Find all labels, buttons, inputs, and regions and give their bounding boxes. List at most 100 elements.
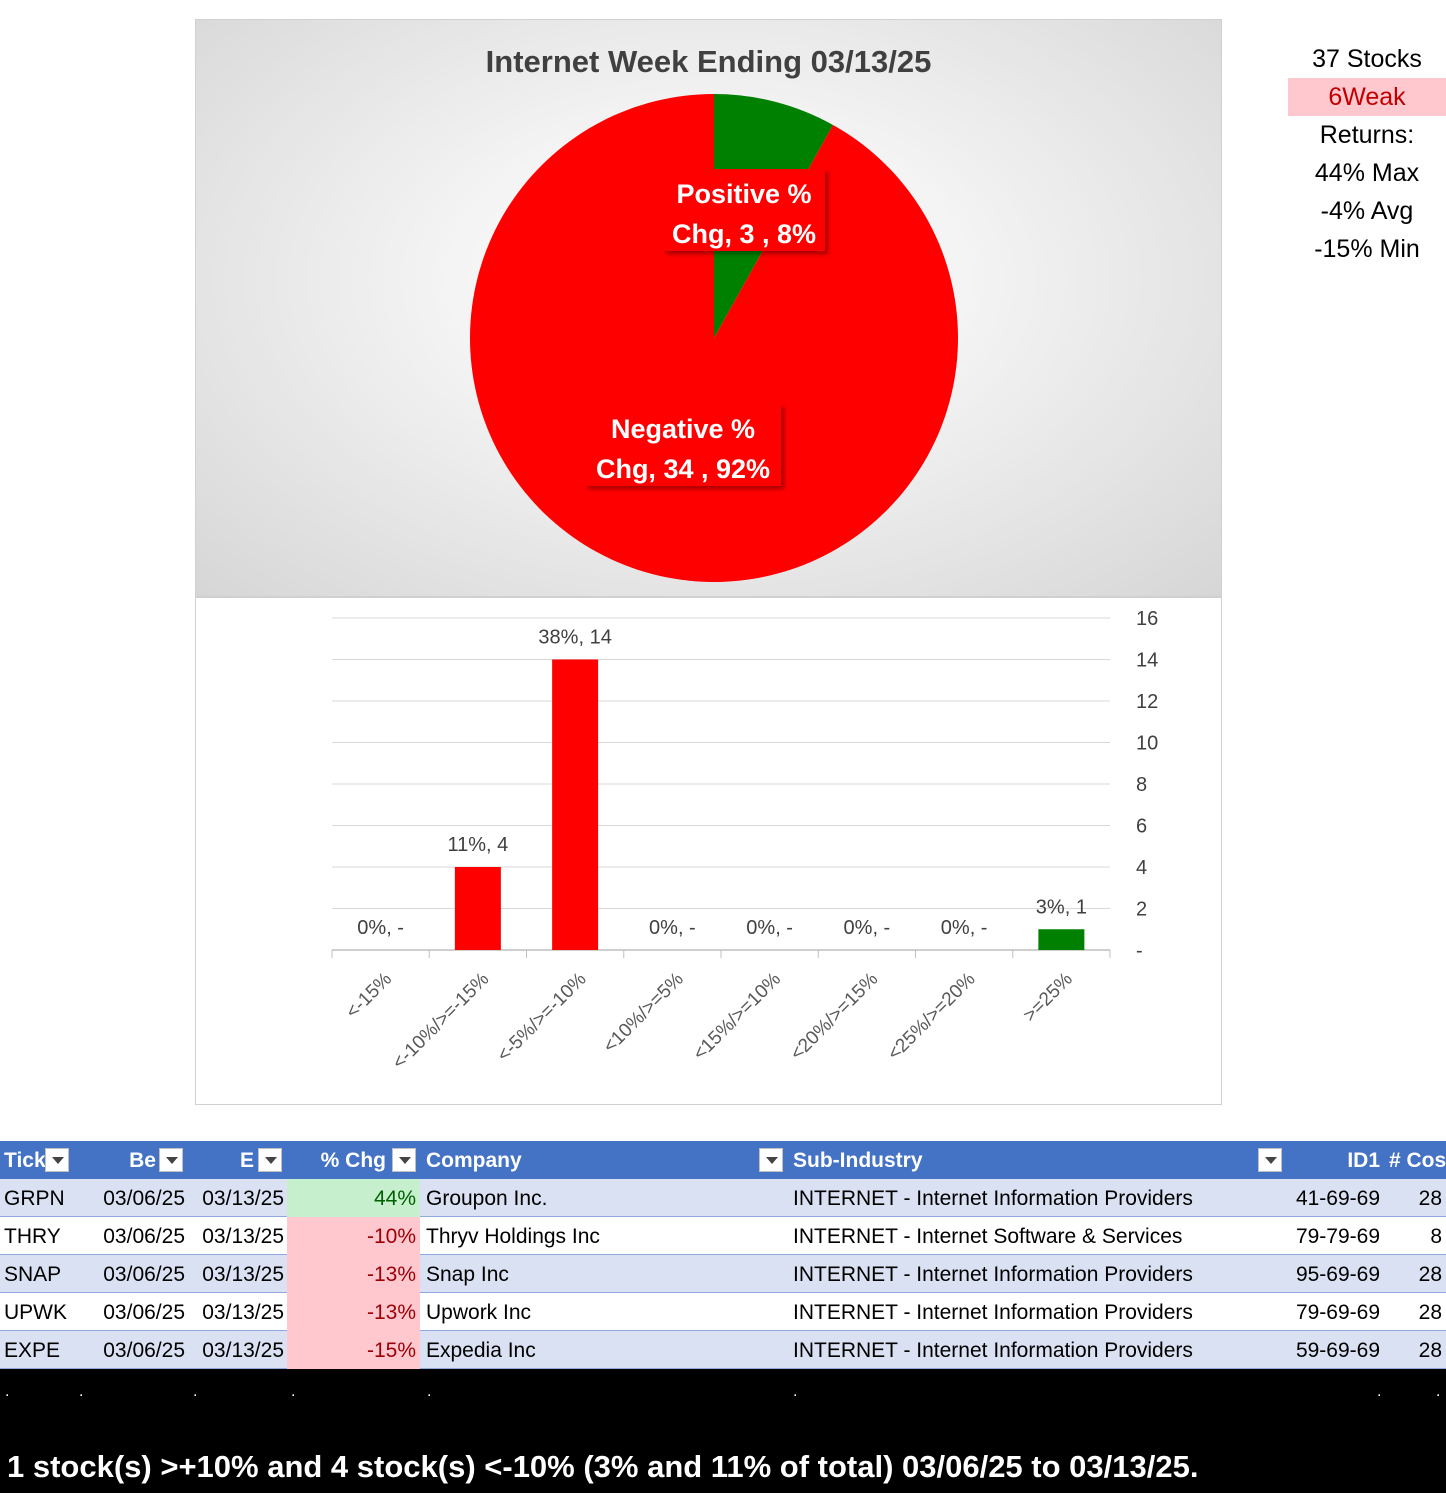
footer-dot: . — [5, 1383, 10, 1400]
cell-pct-chg: -15% — [287, 1331, 420, 1369]
y-tick-label: 16 — [1136, 608, 1158, 630]
table-row: GRPN 03/06/25 03/13/25 44% Groupon Inc. INTER… — [0, 1179, 1446, 1217]
header-id1: ID1 — [1347, 1149, 1380, 1172]
x-tick-label: <-10%/>=-15% — [389, 969, 494, 1074]
x-tick-label: >=25% — [1019, 969, 1077, 1027]
filter-dropdown-pct-chg[interactable] — [392, 1148, 416, 1172]
cell-begin-date: 03/06/25 — [103, 1263, 185, 1286]
pie-label-positive-line1: Positive % — [676, 179, 811, 209]
stock-table: Tick Be E % Chg Company Sub-Industry ID1… — [0, 1141, 1446, 1369]
cell-end-date: 03/13/25 — [202, 1301, 284, 1324]
y-tick-label: 10 — [1136, 733, 1158, 755]
footer-text: 1 stock(s) >+10% and 4 stock(s) <-10% (3… — [7, 1449, 1199, 1484]
cell-num-cos: 28 — [1418, 1339, 1442, 1362]
table-row: UPWK 03/06/25 03/13/25 -13% Upwork Inc INTERN… — [0, 1293, 1446, 1331]
pie-label-negative-line1: Negative % — [611, 414, 755, 444]
table-header: Tick Be E % Chg Company Sub-Industry ID1… — [0, 1141, 1446, 1179]
footer-dot: . — [79, 1383, 84, 1400]
y-tick-label: 4 — [1136, 857, 1147, 879]
filter-dropdown-begin[interactable] — [159, 1148, 183, 1172]
filter-dropdown-end[interactable] — [258, 1148, 282, 1172]
cell-id1: 79-79-69 — [1295, 1225, 1380, 1248]
cell-id1: 79-69-69 — [1295, 1301, 1380, 1324]
x-tick-label: <-5%/>=-10% — [493, 969, 590, 1066]
footer-dot: . — [1377, 1383, 1382, 1400]
cell-end-date: 03/13/25 — [202, 1263, 284, 1286]
y-tick-label: 12 — [1136, 691, 1158, 713]
cell-begin-date: 03/06/25 — [103, 1301, 185, 1324]
pie-chart-title: Internet Week Ending 03/13/25 — [485, 44, 932, 79]
cell-id1: 59-69-69 — [1295, 1339, 1380, 1362]
bar-1 — [454, 867, 501, 950]
cell-ticker: UPWK — [4, 1301, 67, 1324]
cell-end-date: 03/13/25 — [202, 1339, 284, 1362]
cell-ticker: EXPE — [4, 1339, 61, 1362]
header-ticker: Tick — [4, 1149, 46, 1172]
x-tick-label: <15%/>=10% — [689, 969, 785, 1065]
cell-ticker: SNAP — [4, 1263, 62, 1286]
cell-company: Groupon Inc. — [426, 1187, 548, 1210]
footer-dot: . — [193, 1383, 198, 1400]
cell-ticker: GRPN — [4, 1187, 65, 1210]
bar-7 — [1038, 929, 1085, 950]
footer-summary: . . . . . . . . 1 stock(s) >+10% and 4 s… — [0, 1369, 1446, 1493]
cell-begin-date: 03/06/25 — [103, 1225, 185, 1248]
bar-data-label: 3%, 1 — [1036, 896, 1087, 918]
cell-num-cos: 8 — [1430, 1225, 1442, 1248]
filter-dropdown-sub-industry[interactable] — [1258, 1148, 1282, 1172]
cell-sub-industry: INTERNET - Internet Information Provider… — [793, 1339, 1193, 1362]
cell-id1: 95-69-69 — [1295, 1263, 1380, 1286]
cell-ticker: THRY — [4, 1225, 61, 1248]
bar-2 — [552, 659, 599, 950]
cell-num-cos: 28 — [1418, 1301, 1442, 1324]
table-row: EXPE 03/06/25 03/13/25 -15% Expedia Inc INTER… — [0, 1331, 1446, 1369]
cell-sub-industry: INTERNET - Internet Software & Services — [793, 1225, 1183, 1248]
footer-dot: . — [1436, 1383, 1441, 1400]
summary-box: 37 Stocks 6Weak Returns: 44% Max -4% Avg… — [1288, 40, 1446, 268]
header-company: Company — [426, 1149, 522, 1172]
bar-data-label: 0%, - — [357, 917, 404, 939]
cell-pct-chg: 44% — [287, 1179, 420, 1217]
cell-end-date: 03/13/25 — [202, 1225, 284, 1248]
footer-dot: . — [291, 1383, 296, 1400]
bar-data-label: 38%, 14 — [538, 627, 611, 649]
bar-data-label: 11%, 4 — [447, 834, 508, 856]
pie-chart-panel: Positive % Chg, 3 , 8% Negative % Chg, 34 ,… — [195, 19, 1222, 597]
cell-pct-chg: -13% — [287, 1255, 420, 1293]
header-begin: Be — [129, 1149, 156, 1172]
y-tick-label: 6 — [1136, 816, 1147, 838]
x-tick-label: <10%/>=5% — [599, 969, 688, 1058]
table-row: SNAP 03/06/25 03/13/25 -13% Snap Inc INTERNET… — [0, 1255, 1446, 1293]
cell-pct-chg: -13% — [287, 1293, 420, 1331]
y-tick-label: - — [1136, 940, 1143, 962]
cell-num-cos: 28 — [1418, 1263, 1442, 1286]
pie-label-box-positive — [663, 169, 825, 251]
stock-count: 37 Stocks — [1312, 45, 1422, 73]
filter-dropdown-company[interactable] — [759, 1148, 783, 1172]
bar-data-label: 0%, - — [941, 917, 988, 939]
header-sub-industry: Sub-Industry — [793, 1149, 923, 1172]
cell-begin-date: 03/06/25 — [103, 1187, 185, 1210]
pie-label-box-negative — [585, 404, 781, 486]
footer-dot: . — [427, 1383, 432, 1400]
bar-data-label: 0%, - — [844, 917, 891, 939]
cell-sub-industry: INTERNET - Internet Information Provider… — [793, 1301, 1193, 1324]
return-min: -15% Min — [1314, 235, 1420, 263]
cell-num-cos: 28 — [1418, 1187, 1442, 1210]
header-num-cos: # Cos — [1389, 1149, 1446, 1172]
header-end: E — [239, 1149, 254, 1172]
footer-dot: . — [793, 1383, 798, 1400]
table-row: THRY 03/06/25 03/13/25 -10% Thryv Holdings I… — [0, 1217, 1446, 1255]
bar-data-label: 0%, - — [649, 917, 696, 939]
cell-end-date: 03/13/25 — [202, 1187, 284, 1210]
cell-pct-chg: -10% — [287, 1217, 420, 1255]
pie-label-negative-line2: Chg, 34 , 92% — [596, 454, 770, 484]
weak-count: 6Weak — [1288, 78, 1446, 116]
cell-sub-industry: INTERNET - Internet Information Provider… — [793, 1187, 1193, 1210]
cell-begin-date: 03/06/25 — [103, 1339, 185, 1362]
bar-chart-panel: 0%, - 11%, 4 38%, 14 0%, - 0%, - 0%, - 0%, - 3%… — [195, 597, 1222, 1105]
cell-company: Snap Inc — [426, 1263, 509, 1286]
filter-dropdown-ticker[interactable] — [45, 1148, 69, 1172]
y-tick-label: 8 — [1136, 774, 1147, 796]
cell-id1: 41-69-69 — [1295, 1187, 1380, 1210]
